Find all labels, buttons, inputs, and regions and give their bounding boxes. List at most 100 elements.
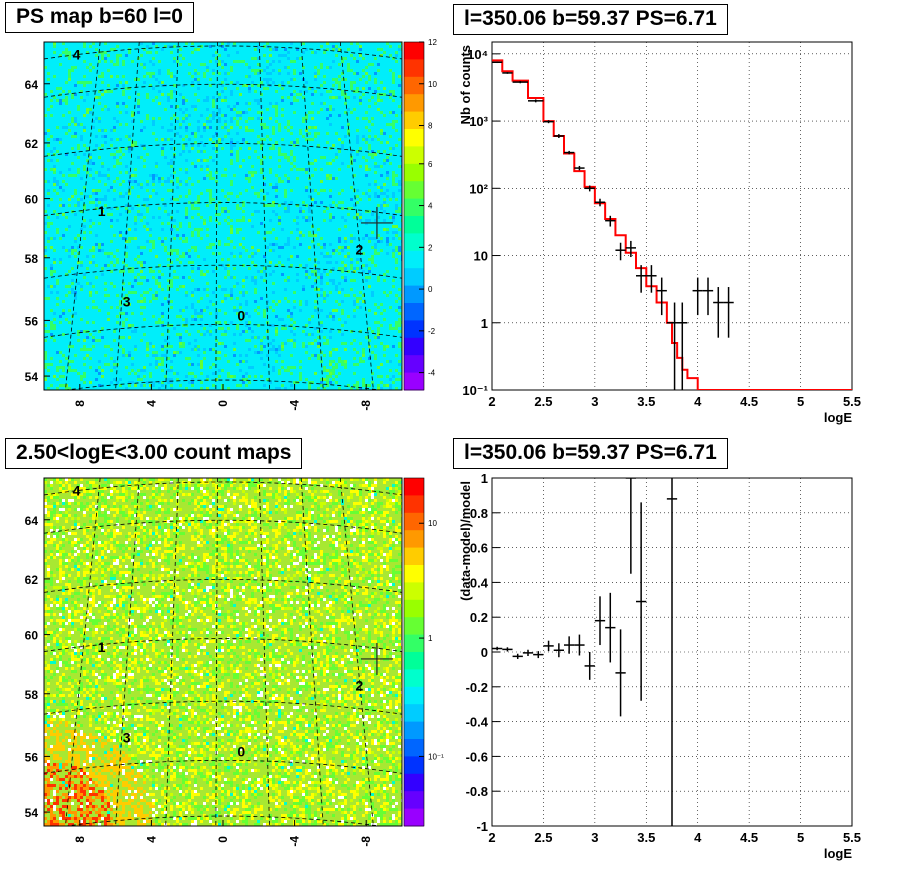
heatmap-cell: [371, 261, 374, 264]
heatmap-cell: [395, 174, 398, 177]
heatmap-cell: [260, 357, 263, 360]
heatmap-cell: [329, 243, 332, 246]
heatmap-cell: [329, 90, 332, 93]
heatmap-cell: [212, 177, 215, 180]
heatmap-cell: [107, 168, 110, 171]
heatmap-cell: [74, 297, 77, 300]
heatmap-cell: [104, 484, 107, 487]
heatmap-cell: [305, 300, 308, 303]
heatmap-cell: [236, 159, 239, 162]
heatmap-cell: [368, 258, 371, 261]
heatmap-cell: [218, 327, 221, 330]
heatmap-cell: [50, 270, 53, 273]
heatmap-cell: [62, 42, 65, 45]
heatmap-cell: [338, 246, 341, 249]
heatmap-cell: [158, 318, 161, 321]
heatmap-cell: [167, 96, 170, 99]
heatmap-cell: [359, 357, 362, 360]
heatmap-cell: [332, 348, 335, 351]
heatmap-cell: [347, 63, 350, 66]
heatmap-cell: [155, 366, 158, 369]
heatmap-cell: [197, 526, 200, 529]
heatmap-cell: [95, 568, 98, 571]
heatmap-cell: [74, 481, 77, 484]
heatmap-cell: [323, 81, 326, 84]
heatmap-cell: [146, 505, 149, 508]
heatmap-cell: [371, 372, 374, 375]
heatmap-cell: [374, 559, 377, 562]
heatmap-cell: [167, 285, 170, 288]
heatmap-cell: [233, 348, 236, 351]
heatmap-cell: [83, 186, 86, 189]
heatmap-cell: [269, 478, 272, 481]
heatmap-cell: [272, 345, 275, 348]
heatmap-cell: [308, 333, 311, 336]
heatmap-cell: [257, 547, 260, 550]
heatmap-cell: [65, 384, 68, 387]
heatmap-cell: [305, 378, 308, 381]
heatmap-cell: [47, 108, 50, 111]
heatmap-cell: [332, 372, 335, 375]
heatmap-cell: [152, 42, 155, 45]
heatmap-cell: [344, 240, 347, 243]
heatmap-cell: [332, 547, 335, 550]
heatmap-cell: [335, 556, 338, 559]
heatmap-cell: [86, 108, 89, 111]
heatmap-cell: [149, 363, 152, 366]
heatmap-cell: [341, 481, 344, 484]
heatmap-cell: [89, 45, 92, 48]
heatmap-cell: [197, 81, 200, 84]
heatmap-cell: [392, 538, 395, 541]
heatmap-cell: [320, 351, 323, 354]
heatmap-cell: [164, 559, 167, 562]
heatmap-cell: [179, 180, 182, 183]
heatmap-cell: [65, 99, 68, 102]
heatmap-cell: [44, 499, 47, 502]
heatmap-cell: [269, 381, 272, 384]
heatmap-cell: [164, 523, 167, 526]
heatmap-cell: [236, 532, 239, 535]
heatmap-cell: [368, 195, 371, 198]
heatmap-cell: [131, 180, 134, 183]
heatmap-cell: [254, 490, 257, 493]
heatmap-cell: [221, 511, 224, 514]
heatmap-cell: [374, 354, 377, 357]
heatmap-cell: [269, 102, 272, 105]
heatmap-cell: [335, 508, 338, 511]
heatmap-cell: [248, 219, 251, 222]
heatmap-cell: [293, 481, 296, 484]
heatmap-cell: [131, 270, 134, 273]
heatmap-cell: [311, 102, 314, 105]
heatmap-cell: [362, 529, 365, 532]
heatmap-cell: [395, 481, 398, 484]
heatmap-cell: [338, 303, 341, 306]
heatmap-cell: [332, 544, 335, 547]
heatmap-cell: [134, 553, 137, 556]
heatmap-cell: [179, 93, 182, 96]
heatmap-cell: [194, 207, 197, 210]
heatmap-cell: [161, 529, 164, 532]
heatmap-cell: [62, 550, 65, 553]
heatmap-cell: [371, 559, 374, 562]
heatmap-cell: [170, 72, 173, 75]
heatmap-cell: [116, 219, 119, 222]
heatmap-cell: [170, 285, 173, 288]
heatmap-cell: [74, 562, 77, 565]
heatmap-cell: [236, 156, 239, 159]
heatmap-cell: [191, 556, 194, 559]
heatmap-cell: [338, 267, 341, 270]
heatmap-cell: [386, 565, 389, 568]
heatmap-cell: [296, 279, 299, 282]
heatmap-cell: [89, 538, 92, 541]
heatmap-cell: [188, 565, 191, 568]
heatmap-cell: [395, 129, 398, 132]
heatmap-cell: [209, 324, 212, 327]
heatmap-cell: [113, 505, 116, 508]
heatmap-cell: [371, 538, 374, 541]
heatmap-cell: [71, 291, 74, 294]
heatmap-cell: [188, 123, 191, 126]
heatmap-cell: [239, 114, 242, 117]
heatmap-cell: [200, 270, 203, 273]
heatmap-cell: [203, 219, 206, 222]
heatmap-cell: [326, 568, 329, 571]
